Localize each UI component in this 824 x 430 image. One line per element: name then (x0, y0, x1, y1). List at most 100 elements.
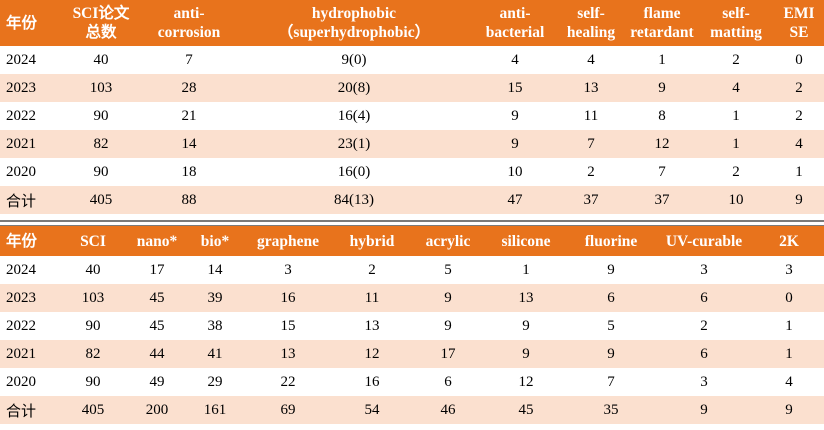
year-cell: 2023 (6, 79, 36, 96)
count-cell: 11 (583, 107, 599, 124)
count-cell: 82 (85, 345, 101, 362)
table-row: 2020 90 18 16(0) 10 2 7 2 1 (0, 158, 824, 186)
table1-header-text: healing (566, 24, 616, 41)
table1-header-text: 年份 (6, 14, 38, 32)
table1-header-text: anti- (173, 5, 205, 22)
table2-header-row: 年份 SCI nano* bio* graphene hybrid acrylic silic… (0, 226, 824, 256)
count-cell: 6 (700, 345, 708, 362)
count-cell: 3 (700, 373, 708, 390)
count-cell: 9 (795, 191, 803, 208)
count-cell: 45 (518, 401, 534, 418)
table1-header-cell: anti-bacterial (474, 0, 556, 46)
count-cell: 4 (511, 51, 519, 68)
table1-header-text: anti- (499, 5, 531, 22)
count-cell: 1 (785, 317, 793, 334)
table1-header-text: self- (577, 5, 605, 22)
year-cell: 2022 (6, 107, 36, 124)
table2-header-cell: acrylic (412, 226, 484, 256)
table2-header-text: SCI (80, 232, 106, 250)
count-cell: 1 (732, 107, 740, 124)
count-cell: 11 (364, 289, 380, 306)
count-cell: 1 (795, 163, 803, 180)
table1-header-cell: self-matting (698, 0, 774, 46)
count-cell: 8 (658, 107, 666, 124)
table2-header-cell: hybrid (332, 226, 412, 256)
count-cell: 88 (181, 191, 197, 208)
count-cell: 12 (654, 135, 670, 152)
count-cell: 12 (364, 345, 380, 362)
table-row: 2024 40 7 9(0) 4 4 1 2 0 (0, 46, 824, 74)
count-cell: 12 (518, 373, 534, 390)
count-cell: 40 (85, 261, 101, 278)
count-cell: 35 (603, 401, 619, 418)
count-cell: 10 (728, 191, 744, 208)
count-cell: 20(8) (337, 79, 371, 96)
count-cell: 41 (207, 345, 223, 362)
count-cell: 9 (444, 317, 452, 334)
count-cell: 200 (145, 401, 169, 418)
count-cell: 2 (368, 261, 376, 278)
count-cell: 15 (507, 79, 523, 96)
count-cell: 38 (207, 317, 223, 334)
count-cell: 2 (587, 163, 595, 180)
year-cell: 2021 (6, 345, 36, 362)
table2-header-cell: 2K (754, 226, 824, 256)
table2-header-text: graphene (257, 232, 319, 250)
year-cell: 合计 (6, 403, 37, 420)
count-cell: 10 (507, 163, 523, 180)
count-cell: 103 (89, 79, 113, 96)
table2-header-text: silicone (501, 232, 551, 250)
count-cell: 16(0) (337, 163, 371, 180)
count-cell: 7 (658, 163, 666, 180)
table1-header-cell: 年份 (0, 0, 58, 46)
count-cell: 45 (149, 317, 165, 334)
count-cell: 4 (732, 79, 740, 96)
count-cell: 90 (93, 107, 109, 124)
count-cell: 1 (732, 135, 740, 152)
table1-header-text: EMI (783, 5, 815, 22)
count-cell: 40 (93, 51, 109, 68)
count-cell: 82 (93, 135, 109, 152)
count-cell: 7 (607, 373, 615, 390)
count-cell: 45 (149, 289, 165, 306)
table2-header-cell: SCI (58, 226, 128, 256)
count-cell: 13 (518, 289, 534, 306)
count-cell: 9 (522, 345, 530, 362)
table1-header-cell: EMI SE (774, 0, 824, 46)
year-cell: 2024 (6, 261, 36, 278)
table1-header-text: hydrophobic (311, 5, 397, 22)
table1-header-text: 总数 (85, 24, 117, 41)
count-cell: 161 (203, 401, 227, 418)
count-cell: 13 (583, 79, 599, 96)
table2-header-text: hybrid (349, 232, 395, 250)
table2-header-text: UV-curable (665, 232, 743, 250)
count-cell: 29 (207, 373, 223, 390)
count-cell: 4 (785, 373, 793, 390)
table-row: 合计 405 200 161 69 54 46 45 35 9 9 (0, 396, 824, 424)
table1-header-text: self- (722, 5, 750, 22)
table-row: 2022 90 45 38 15 13 9 9 5 2 1 (0, 312, 824, 340)
count-cell: 54 (364, 401, 380, 418)
table1-header-text: retardant (630, 24, 694, 41)
count-cell: 2 (732, 163, 740, 180)
count-cell: 9 (522, 317, 530, 334)
table1-header-text: corrosion (157, 24, 221, 41)
table-row: 2023 103 28 20(8) 15 13 9 4 2 (0, 74, 824, 102)
count-cell: 28 (181, 79, 197, 96)
count-cell: 6 (607, 289, 615, 306)
count-cell: 6 (700, 289, 708, 306)
count-cell: 37 (583, 191, 599, 208)
table1-header-text: bacterial (485, 24, 545, 41)
table-row: 2023 103 45 39 16 11 9 13 6 6 0 (0, 284, 824, 312)
table2-header-cell: UV-curable (654, 226, 754, 256)
count-cell: 44 (149, 345, 165, 362)
count-cell: 9 (511, 107, 519, 124)
table2-header-cell: fluorine (568, 226, 654, 256)
count-cell: 5 (444, 261, 452, 278)
table1-header-cell: SCI论文 总数 (58, 0, 144, 46)
table2-header-text: 年份 (6, 232, 38, 250)
table1-header-text: SE (789, 24, 809, 41)
publication-stats-table-1: 年份 SCI论文 总数 anti-corrosion hydrophobic （super… (0, 0, 824, 214)
table1-header-text: flame (643, 5, 681, 22)
count-cell: 18 (181, 163, 197, 180)
